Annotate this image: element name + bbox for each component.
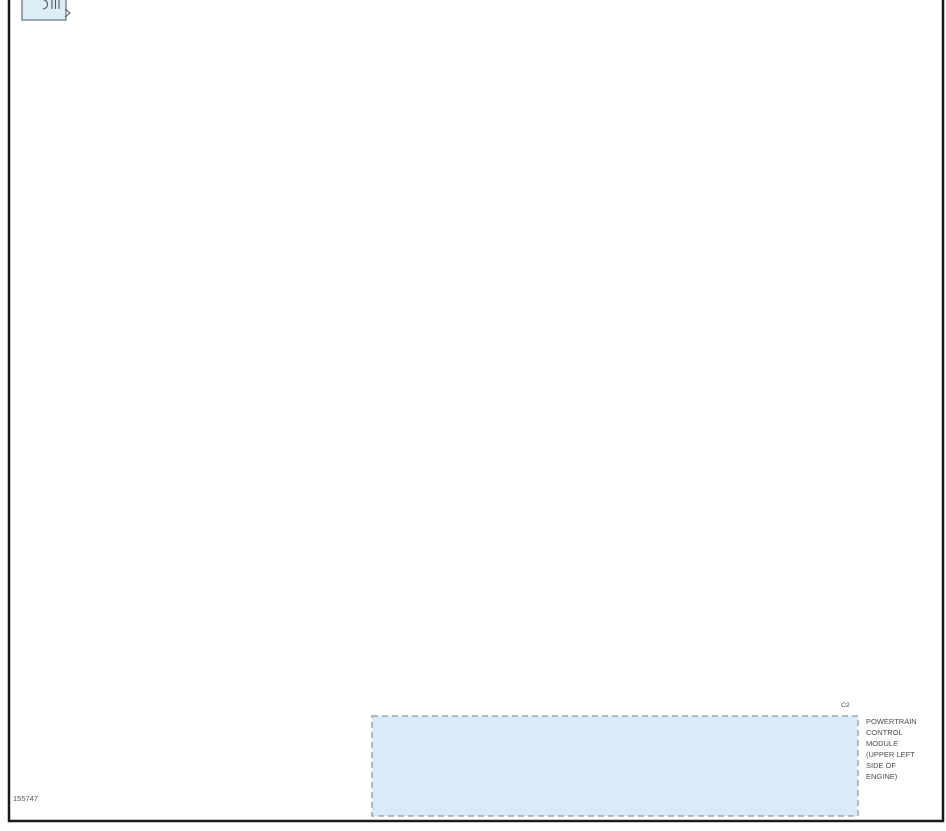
pcm-label: CONTROL bbox=[866, 728, 903, 737]
pcm-label: (UPPER LEFT bbox=[866, 750, 915, 759]
diagram-id: 155747 bbox=[13, 794, 39, 803]
pcm-label: POWERTRAIN bbox=[866, 717, 917, 726]
pcm-connector-label: C2 bbox=[841, 702, 850, 709]
pcm-label: MODULE bbox=[866, 739, 898, 748]
pcm-box bbox=[371, 715, 859, 817]
page-border bbox=[7, 0, 945, 823]
pcm-label: SIDE OF bbox=[866, 761, 896, 770]
terminal-chevron bbox=[64, 8, 71, 18]
injector-coil bbox=[42, 0, 48, 10]
pcm-label: ENGINE) bbox=[866, 772, 898, 781]
